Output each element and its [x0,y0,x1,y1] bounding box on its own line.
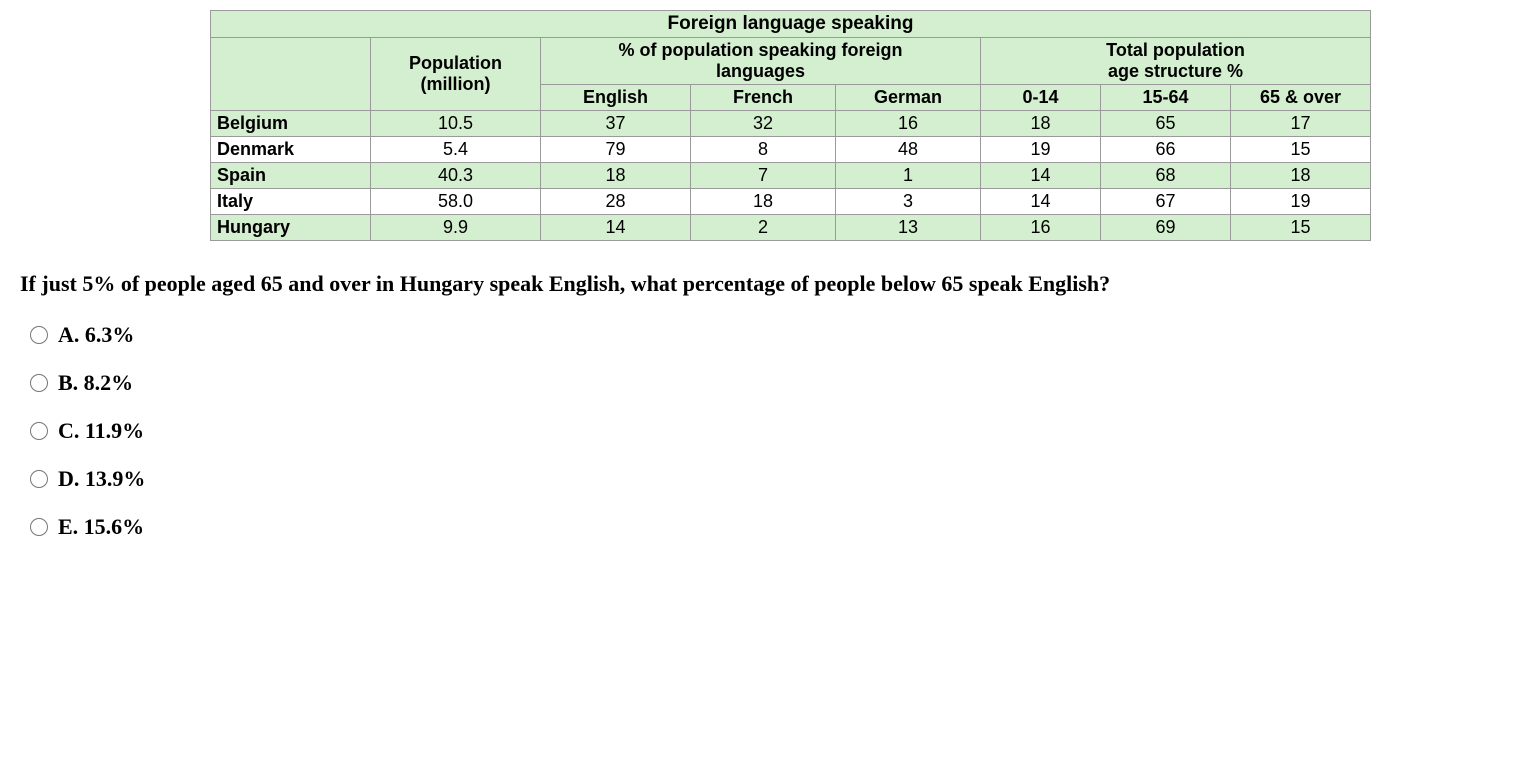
col-age-15-64: 15-64 [1101,85,1231,111]
cell-english: 18 [541,163,691,189]
cell-french: 32 [691,111,836,137]
cell-age-15-64: 67 [1101,189,1231,215]
cell-age-65-over: 17 [1231,111,1371,137]
table-row: Hungary9.914213166915 [211,215,1371,241]
cell-german: 48 [836,137,981,163]
col-age-group: Total populationage structure % [981,38,1371,85]
answer-radio[interactable] [30,422,48,440]
col-french: French [691,85,836,111]
table-row: Denmark5.479848196615 [211,137,1371,163]
cell-french: 7 [691,163,836,189]
cell-age-65-over: 19 [1231,189,1371,215]
col-age-65-over: 65 & over [1231,85,1371,111]
cell-country: Belgium [211,111,371,137]
foreign-language-table: Foreign language speaking Population(mil… [210,10,1371,241]
answer-radio[interactable] [30,326,48,344]
answer-radio[interactable] [30,374,48,392]
cell-age-15-64: 68 [1101,163,1231,189]
cell-german: 1 [836,163,981,189]
table-row: Spain40.31871146818 [211,163,1371,189]
cell-age-0-14: 18 [981,111,1101,137]
cell-age-15-64: 65 [1101,111,1231,137]
cell-country: Italy [211,189,371,215]
answer-option[interactable]: E. 15.6% [30,514,1526,540]
cell-population: 5.4 [371,137,541,163]
cell-country: Denmark [211,137,371,163]
col-german: German [836,85,981,111]
answer-option[interactable]: B. 8.2% [30,370,1526,396]
answer-option[interactable]: D. 13.9% [30,466,1526,492]
table-title-row: Foreign language speaking [211,11,1371,38]
cell-french: 2 [691,215,836,241]
answer-option[interactable]: A. 6.3% [30,322,1526,348]
answer-label: C. 11.9% [58,418,144,444]
answer-options: A. 6.3% B. 8.2% C. 11.9% D. 13.9% E. 15.6% [30,322,1526,540]
data-table-container: Foreign language speaking Population(mil… [210,10,1526,241]
cell-age-0-14: 14 [981,189,1101,215]
col-population: Population(million) [371,38,541,111]
cell-age-15-64: 66 [1101,137,1231,163]
cell-age-0-14: 19 [981,137,1101,163]
cell-german: 3 [836,189,981,215]
cell-age-65-over: 15 [1231,137,1371,163]
col-english: English [541,85,691,111]
cell-english: 14 [541,215,691,241]
cell-german: 16 [836,111,981,137]
cell-english: 37 [541,111,691,137]
cell-population: 10.5 [371,111,541,137]
cell-country: Spain [211,163,371,189]
cell-age-0-14: 14 [981,163,1101,189]
cell-german: 13 [836,215,981,241]
cell-population: 9.9 [371,215,541,241]
col-age-0-14: 0-14 [981,85,1101,111]
cell-age-0-14: 16 [981,215,1101,241]
question-text: If just 5% of people aged 65 and over in… [20,271,1526,297]
cell-english: 28 [541,189,691,215]
answer-radio[interactable] [30,518,48,536]
table-row: Belgium10.5373216186517 [211,111,1371,137]
cell-age-65-over: 18 [1231,163,1371,189]
cell-age-65-over: 15 [1231,215,1371,241]
col-blank [211,38,371,111]
cell-population: 58.0 [371,189,541,215]
answer-label: B. 8.2% [58,370,133,396]
cell-age-15-64: 69 [1101,215,1231,241]
answer-option[interactable]: C. 11.9% [30,418,1526,444]
table-title: Foreign language speaking [211,11,1371,38]
table-row: Italy58.028183146719 [211,189,1371,215]
col-pct-group: % of population speaking foreignlanguage… [541,38,981,85]
cell-english: 79 [541,137,691,163]
cell-french: 8 [691,137,836,163]
cell-country: Hungary [211,215,371,241]
answer-radio[interactable] [30,470,48,488]
table-header-row-1: Population(million) % of population spea… [211,38,1371,85]
answer-label: A. 6.3% [58,322,134,348]
cell-population: 40.3 [371,163,541,189]
answer-label: E. 15.6% [58,514,144,540]
answer-label: D. 13.9% [58,466,145,492]
cell-french: 18 [691,189,836,215]
